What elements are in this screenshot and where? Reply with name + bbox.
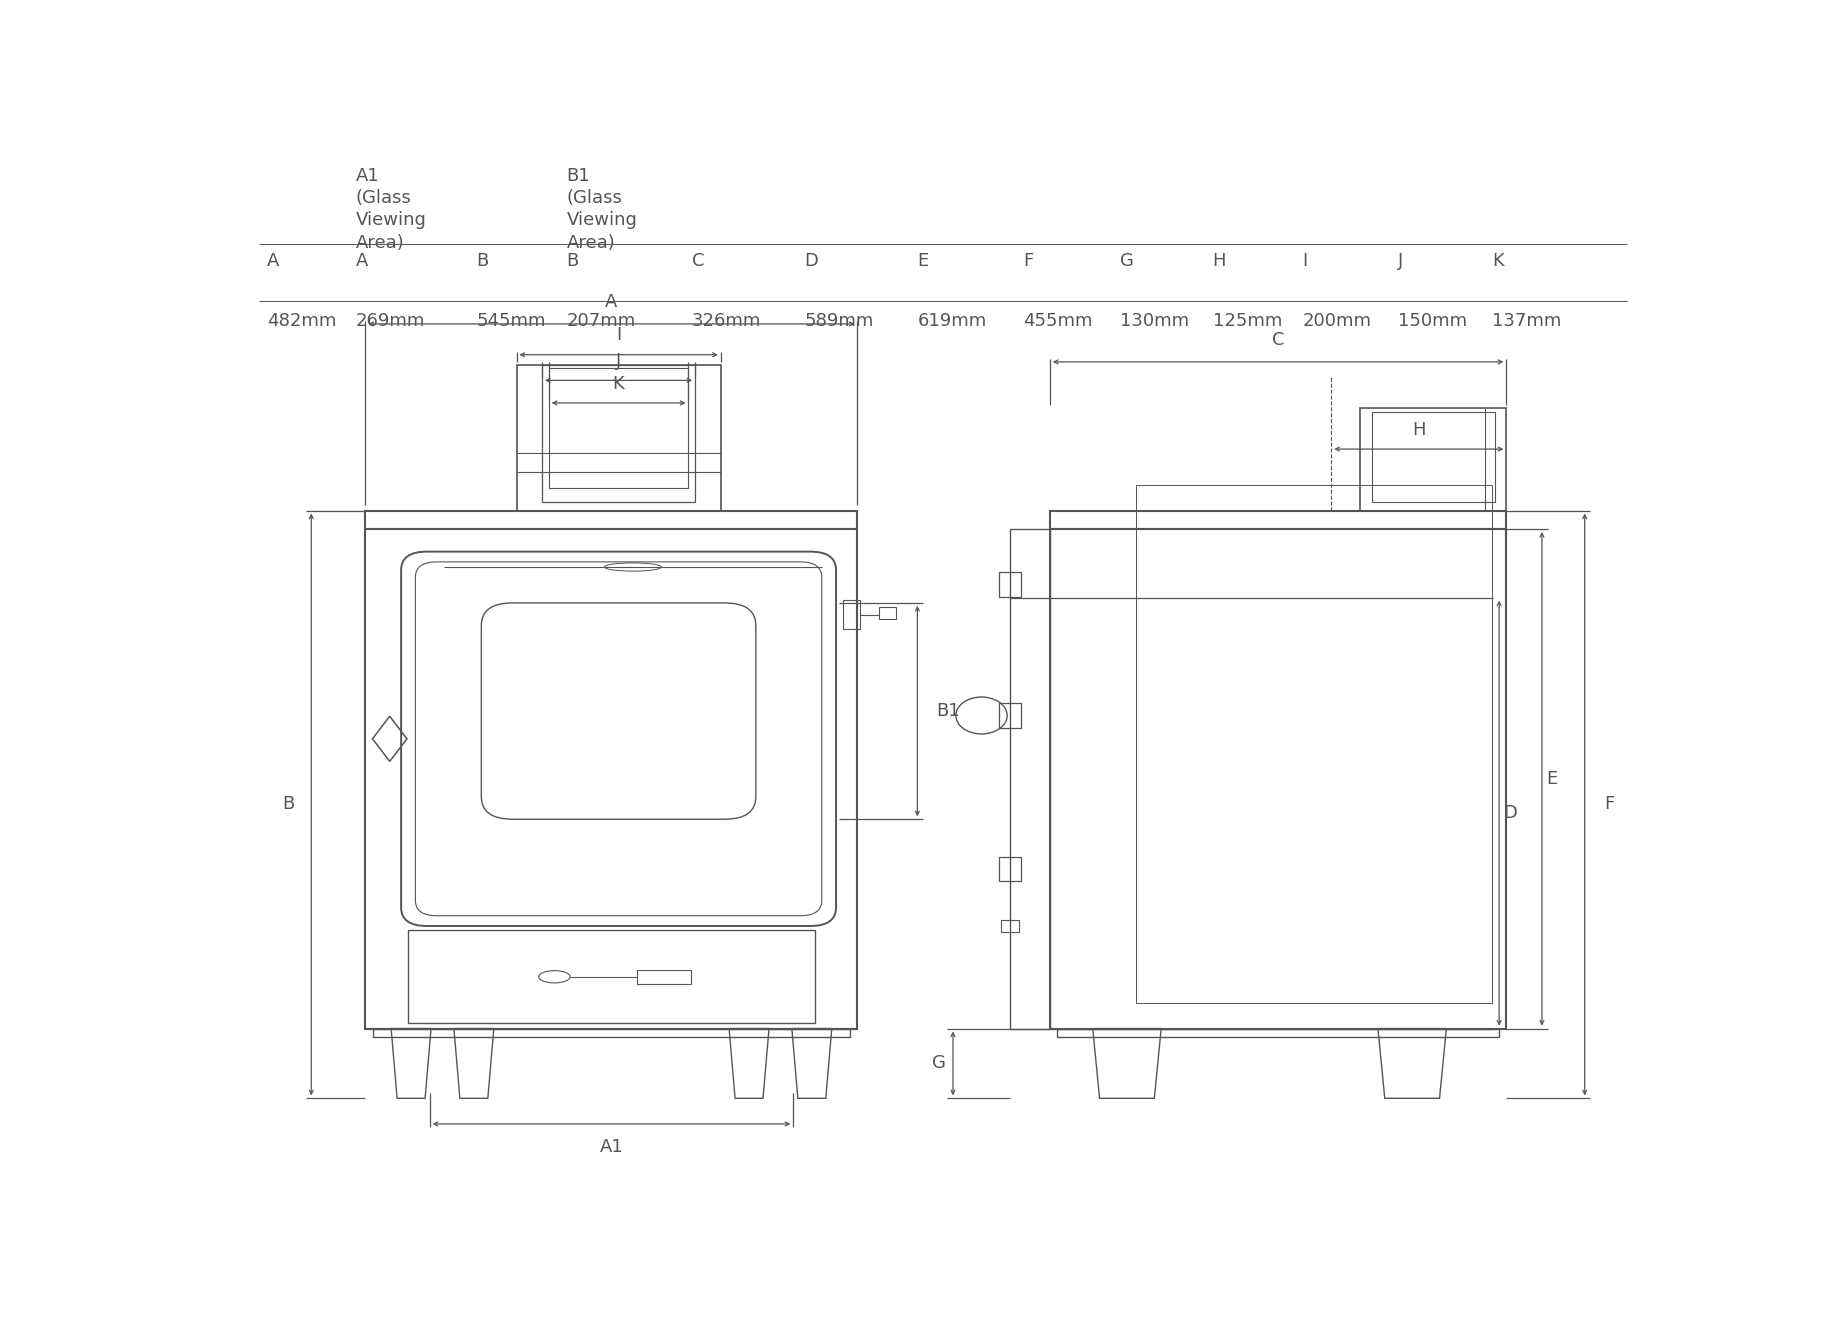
Bar	[999, 703, 1021, 727]
Text: I: I	[1302, 252, 1308, 270]
Bar	[1359, 408, 1506, 510]
Text: B1: B1	[566, 166, 590, 185]
Bar	[842, 599, 861, 629]
Text: Viewing: Viewing	[355, 210, 427, 229]
Bar	[408, 930, 815, 1023]
Bar	[1050, 510, 1506, 529]
Text: K: K	[612, 374, 623, 393]
Bar	[517, 365, 721, 510]
Text: C: C	[691, 252, 704, 270]
Text: D: D	[804, 252, 818, 270]
Text: G: G	[932, 1055, 945, 1072]
Text: Viewing: Viewing	[566, 210, 636, 229]
Text: A1: A1	[355, 166, 379, 185]
Text: D: D	[1502, 805, 1517, 822]
Text: J: J	[616, 352, 622, 370]
Text: A1: A1	[600, 1139, 623, 1156]
Text: A: A	[605, 293, 618, 310]
Bar	[1135, 485, 1491, 1003]
Text: 207mm: 207mm	[566, 312, 636, 329]
Text: B1: B1	[936, 702, 958, 721]
Text: B: B	[476, 252, 489, 270]
Text: 482mm: 482mm	[267, 312, 337, 329]
Bar	[879, 607, 896, 619]
Text: B: B	[281, 795, 294, 814]
Text: I: I	[616, 326, 622, 345]
Text: E: E	[918, 252, 929, 270]
Bar	[1056, 1028, 1499, 1036]
Text: C: C	[1271, 330, 1284, 349]
Text: 125mm: 125mm	[1212, 312, 1282, 329]
Text: 130mm: 130mm	[1120, 312, 1188, 329]
Text: 589mm: 589mm	[804, 312, 874, 329]
Bar	[548, 368, 688, 488]
Text: A: A	[267, 252, 280, 270]
Text: Area): Area)	[566, 233, 614, 252]
Bar	[1370, 412, 1493, 502]
Bar	[636, 970, 691, 984]
Bar	[366, 529, 857, 1028]
Text: 200mm: 200mm	[1302, 312, 1370, 329]
Text: 455mm: 455mm	[1022, 312, 1092, 329]
Bar	[1010, 529, 1050, 1028]
Bar	[371, 1028, 850, 1036]
Text: F: F	[1604, 795, 1615, 814]
Bar	[366, 510, 857, 529]
Text: 150mm: 150mm	[1398, 312, 1466, 329]
Bar	[999, 856, 1021, 882]
Text: Area): Area)	[355, 233, 405, 252]
Text: 545mm: 545mm	[476, 312, 546, 329]
Text: H: H	[1212, 252, 1225, 270]
Text: E: E	[1545, 770, 1556, 787]
Text: (Glass: (Glass	[566, 189, 622, 206]
Text: F: F	[1022, 252, 1032, 270]
Text: 269mm: 269mm	[355, 312, 425, 329]
Text: 619mm: 619mm	[918, 312, 986, 329]
Text: A: A	[355, 252, 368, 270]
Text: K: K	[1491, 252, 1502, 270]
Text: 137mm: 137mm	[1491, 312, 1561, 329]
Bar	[543, 365, 695, 502]
Bar	[1050, 529, 1506, 1028]
Text: B: B	[566, 252, 579, 270]
Text: 326mm: 326mm	[691, 312, 761, 329]
Text: (Glass: (Glass	[355, 189, 412, 206]
Bar	[1000, 920, 1019, 932]
Text: G: G	[1120, 252, 1133, 270]
Bar	[999, 573, 1021, 597]
Text: J: J	[1398, 252, 1403, 270]
Text: H: H	[1411, 421, 1425, 438]
